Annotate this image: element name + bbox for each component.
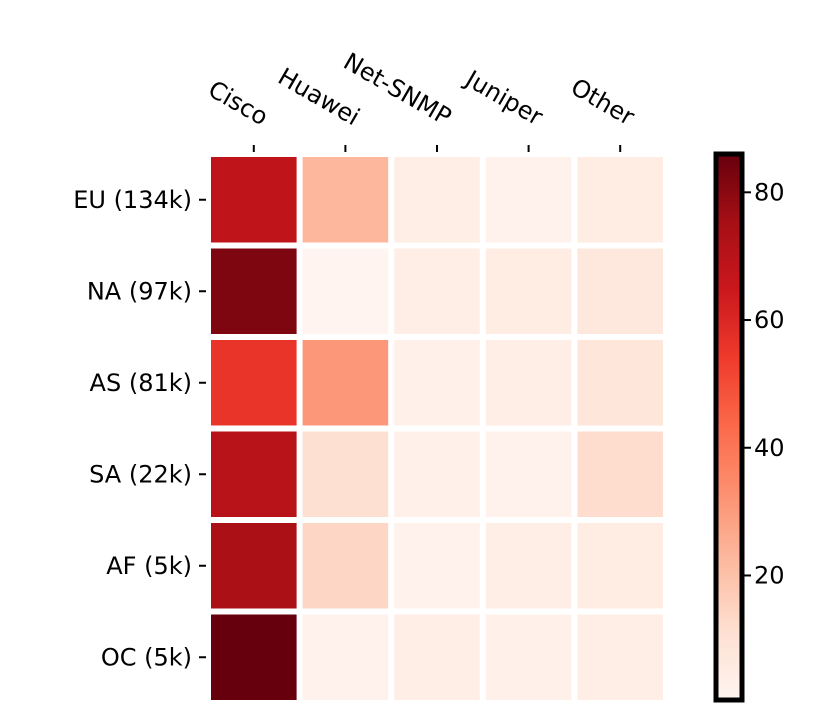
row-tick-label: AF (5k) (106, 552, 192, 580)
column-tick-label: Cisco (204, 75, 273, 131)
heatmap-cell (302, 523, 389, 609)
heatmap-cell (211, 523, 297, 609)
colorbar-gradient (716, 154, 742, 700)
heatmap-cell (485, 340, 572, 426)
heatmap-cell (394, 614, 480, 700)
heatmap-cell (302, 157, 389, 243)
heatmap-cell (302, 431, 389, 517)
heatmap-cell (394, 431, 480, 517)
heatmap-cell (485, 523, 572, 609)
colorbar-tick-label: 60 (754, 306, 785, 334)
heatmap-cell (302, 614, 389, 700)
heatmap-cells (211, 157, 663, 700)
heatmap-cell (577, 431, 663, 517)
heatmap-cell (394, 248, 480, 334)
row-tick-label: AS (81k) (90, 369, 192, 397)
row-tick-label: OC (5k) (101, 643, 192, 671)
heatmap-cell (485, 248, 572, 334)
heatmap-cell (211, 248, 297, 334)
row-tick-label: EU (134k) (73, 186, 192, 214)
colorbar-tick-label: 40 (754, 434, 785, 462)
heatmap-cell (302, 248, 389, 334)
colorbar-tick-label: 80 (754, 178, 785, 206)
heatmap-cell (485, 157, 572, 243)
heatmap-cell (485, 431, 572, 517)
heatmap-cell (211, 340, 297, 426)
heatmap-cell (485, 614, 572, 700)
heatmap-cell (394, 157, 480, 243)
heatmap-cell (577, 248, 663, 334)
heatmap-cell (577, 523, 663, 609)
row-tick-label: NA (97k) (87, 277, 192, 305)
heatmap-cell (211, 614, 297, 700)
colorbar-tick-label: 20 (754, 561, 785, 589)
heatmap-cell (577, 614, 663, 700)
heatmap-cell (211, 431, 297, 517)
row-tick-labels: EU (134k) NA (97k) AS (81k) SA (22k) AF (5k)… (73, 186, 206, 671)
column-tick-label: Juniper (459, 64, 548, 131)
colorbar: 20 40 60 80 (713, 151, 785, 703)
heatmap-cell (394, 340, 480, 426)
colorbar-frame (713, 151, 745, 703)
row-tick-label: SA (22k) (89, 460, 192, 488)
heatmap-cell (211, 157, 297, 243)
heatmap-cell (302, 340, 389, 426)
heatmap-cell (577, 157, 663, 243)
heatmap-cell (394, 523, 480, 609)
heatmap-cell (577, 340, 663, 426)
column-tick-label: Other (566, 73, 639, 131)
